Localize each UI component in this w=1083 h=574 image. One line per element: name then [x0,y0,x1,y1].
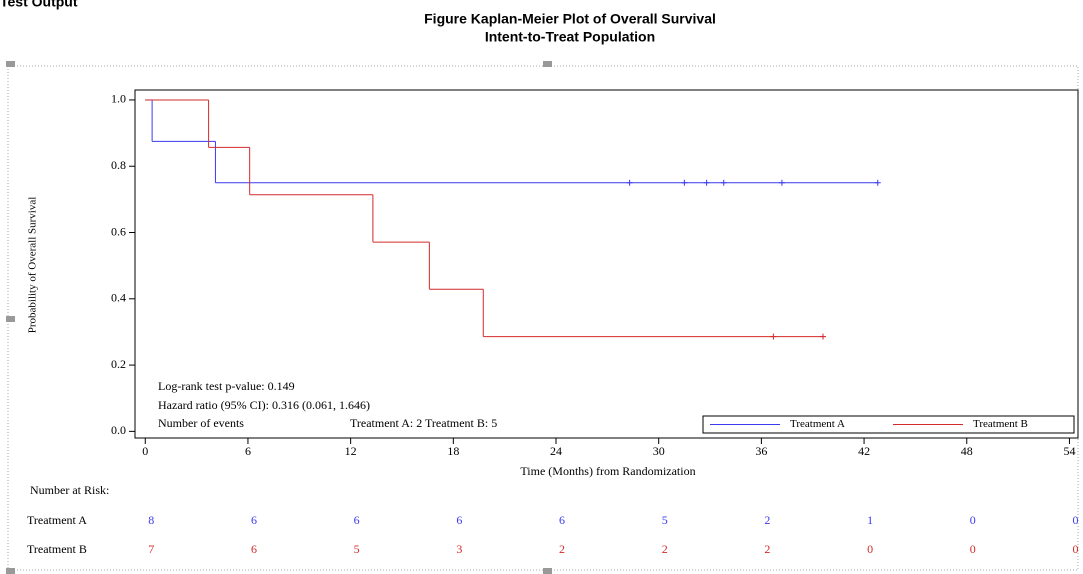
censor-mark [626,179,633,186]
risk-count: 5 [662,513,668,527]
risk-count: 2 [662,542,668,556]
annotation: Number of events [158,416,244,430]
risk-count: 8 [148,513,154,527]
legend-label: Treatment A [790,418,845,430]
annotation: Hazard ratio (95% CI): 0.316 (0.061, 1.6… [158,398,370,412]
handle [6,61,15,67]
legend-box [702,415,1075,434]
handle [543,568,552,574]
x-axis-label: Time (Months) from Randomization [520,464,695,478]
risk-row-name: Treatment A [27,513,87,527]
risk-count: 3 [456,542,462,556]
handle [6,316,15,322]
censor-mark [681,179,688,186]
annotation: Log-rank test p-value: 0.149 [158,379,295,393]
y-tick-label: 0.8 [111,158,126,172]
risk-count: 1 [867,513,873,527]
censor-mark [819,333,826,340]
header: Test Output [0,0,78,10]
censor-mark [770,333,777,340]
censor-mark [720,179,727,186]
risk-count: 0 [867,542,873,556]
x-tick-label: 36 [755,444,767,458]
censor-mark [778,179,785,186]
risk-title: Number at Risk: [30,483,109,497]
x-tick-label: 18 [447,444,459,458]
y-tick-label: 0.2 [111,357,126,371]
x-tick-label: 24 [550,444,562,458]
risk-count: 6 [251,513,257,527]
y-tick-label: 0.0 [111,423,126,437]
risk-count: 0 [1072,513,1078,527]
y-tick-label: 0.4 [111,291,126,305]
x-tick-label: 12 [345,444,357,458]
censor-mark [874,179,881,186]
risk-count: 6 [251,542,257,556]
risk-count: 6 [354,513,360,527]
x-tick-label: 30 [653,444,665,458]
risk-count: 2 [764,542,770,556]
risk-count: 0 [1072,542,1078,556]
x-tick-label: 6 [245,444,251,458]
risk-count: 0 [970,513,976,527]
handle [6,568,15,574]
risk-count: 0 [970,542,976,556]
chart-subtitle: Intent-to-Treat Population [485,29,655,45]
risk-count: 7 [148,542,154,556]
plot-frame [134,89,1079,439]
y-tick-label: 0.6 [111,224,126,238]
legend-label: Treatment B [973,418,1028,430]
risk-count: 2 [764,513,770,527]
risk-count: 6 [559,513,565,527]
risk-count: 2 [559,542,565,556]
risk-row-name: Treatment B [27,542,87,556]
x-tick-label: 54 [1063,444,1075,458]
x-tick-label: 42 [858,444,870,458]
chart-title: Figure Kaplan-Meier Plot of Overall Surv… [424,11,716,27]
x-tick-label: 48 [961,444,973,458]
censor-mark [703,179,710,186]
annotation: Treatment A: 2 Treatment B: 5 [350,416,497,430]
risk-count: 5 [354,542,360,556]
y-axis-label: Probability of Overall Survival [27,197,39,334]
risk-count: 6 [456,513,462,527]
handle [543,61,552,67]
y-tick-label: 1.0 [111,92,126,106]
x-tick-label: 0 [142,444,148,458]
